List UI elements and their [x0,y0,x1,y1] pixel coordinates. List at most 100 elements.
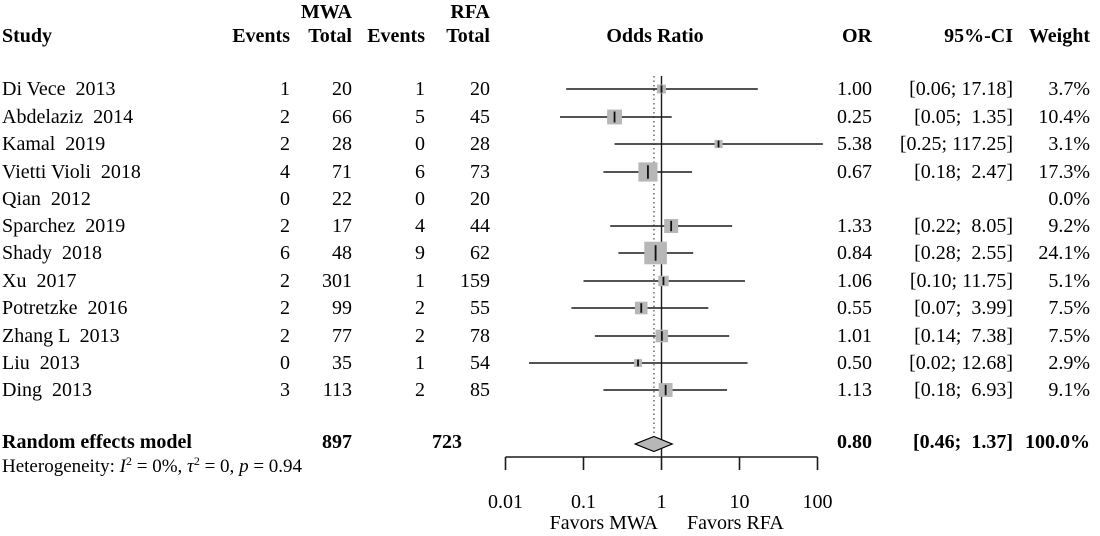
pooled-diamond [633,435,674,453]
or-value: 0.55 [837,297,872,319]
ci-value: [0.18; 2.47] [914,161,1013,183]
mwa-total: 17 [332,215,352,237]
mwa-total: 35 [332,352,352,374]
or-value: 0.84 [837,242,872,264]
mwa-total: 301 [322,270,352,292]
study-name: Zhang L 2013 [2,325,120,347]
rfa-total: 55 [470,297,490,319]
heterogeneity-fragment: p [239,456,249,477]
study-name: Qian 2012 [2,188,91,210]
weight-value: 17.3% [1038,161,1090,183]
mwa-total: 99 [332,297,352,319]
rfa-events: 4 [415,215,425,237]
weight-value: 7.5% [1048,325,1090,347]
rfa-total: 54 [470,352,490,374]
heterogeneity-fragment: 2 [193,454,200,468]
rfa-events: 2 [415,379,425,401]
mwa-total: 20 [332,78,352,100]
heterogeneity-fragment: 2 [125,454,132,468]
ci-value: [0.22; 8.05] [914,215,1013,237]
ci-value: [0.05; 1.35] [914,106,1013,128]
study-name: Abdelaziz 2014 [2,106,134,128]
pooled-rfa-total: 723 [432,431,462,453]
or-value: 5.38 [837,133,872,155]
ci-value: [0.02; 12.68] [909,352,1013,374]
heterogeneity-fragment: = 0.94 [248,456,303,477]
mwa-total: 113 [322,379,352,401]
mwa-events: 6 [280,242,290,264]
rfa-total: 159 [460,270,490,292]
or-value: 0.25 [837,106,872,128]
rfa-events: 5 [415,106,425,128]
or-column-header: OR [842,25,872,47]
weight-value: 3.7% [1048,78,1090,100]
pooled-label: Random effects model [2,431,192,453]
weight-value: 3.1% [1048,133,1090,155]
favors-rfa-label: Favors RFA [687,512,784,534]
study-name: Sparchez 2019 [2,215,126,237]
rfa-events: 0 [415,133,425,155]
pooled-ci-value: [0.46; 1.37] [913,431,1013,453]
rfa-total: 45 [470,106,490,128]
rfa-events: 2 [415,297,425,319]
axis-tick-label: 100 [802,491,833,513]
study-column-header: Study [2,25,53,47]
heterogeneity-note: Heterogeneity: I2 = 0%, τ2 = 0, p = 0.94 [2,454,303,477]
or-value: 0.50 [837,352,872,374]
rfa-events-column-header: Events [367,25,425,47]
or-value: 1.33 [837,215,872,237]
study-name: Di Vece 2013 [2,78,116,100]
rfa-total: 20 [470,78,490,100]
ci-value: [0.06; 17.18] [909,78,1013,100]
mwa-events: 2 [280,297,290,319]
rfa-total: 73 [470,161,490,183]
mwa-total: 28 [332,133,352,155]
axis-tick-label: 0.1 [571,491,596,513]
mwa-events: 2 [280,133,290,155]
or-value: 1.13 [837,379,872,401]
mwa-events: 2 [280,215,290,237]
mwa-total: 77 [332,325,352,347]
ci-value: [0.14; 7.38] [914,325,1013,347]
group1-header: MWA [300,1,352,23]
mwa-events: 2 [280,106,290,128]
rfa-events: 1 [415,78,425,100]
mwa-events: 0 [280,188,290,210]
mwa-events-column-header: Events [232,25,290,47]
pooled-or-value: 0.80 [837,431,872,453]
or-value: 1.06 [837,270,872,292]
or-value: 1.01 [837,325,872,347]
study-name: Kamal 2019 [2,133,106,155]
study-name: Ding 2013 [2,379,92,401]
mwa-events: 2 [280,325,290,347]
rfa-total-column-header: Total [446,25,490,47]
heterogeneity-fragment: τ [187,456,194,477]
rfa-events: 9 [415,242,425,264]
rfa-total: 78 [470,325,490,347]
axis-tick-label: 10 [729,491,750,513]
study-name: Xu 2017 [2,270,77,292]
mwa-total: 22 [332,188,352,210]
mwa-total: 48 [332,242,352,264]
study-name: Potretzke 2016 [2,297,128,319]
rfa-events: 1 [415,352,425,374]
mwa-total: 71 [332,161,352,183]
axis-tick-label: 0.01 [488,491,523,513]
mwa-events: 1 [280,78,290,100]
weight-value: 9.1% [1048,379,1090,401]
ci-column-header: 95%-CI [944,25,1013,47]
rfa-total: 62 [470,242,490,264]
rfa-events: 2 [415,325,425,347]
mwa-events: 2 [280,270,290,292]
pooled-weight: 100.0% [1025,431,1090,453]
weight-value: 7.5% [1048,297,1090,319]
weight-value: 24.1% [1038,242,1090,264]
favors-mwa-label: Favors MWA [549,512,658,534]
axis-tick-label: 1 [656,491,667,513]
ci-value: [0.07; 3.99] [914,297,1013,319]
ci-value: [0.28; 2.55] [914,242,1013,264]
heterogeneity-fragment: = 0%, [131,456,188,477]
mwa-total-column-header: Total [308,25,352,47]
rfa-events: 6 [415,161,425,183]
